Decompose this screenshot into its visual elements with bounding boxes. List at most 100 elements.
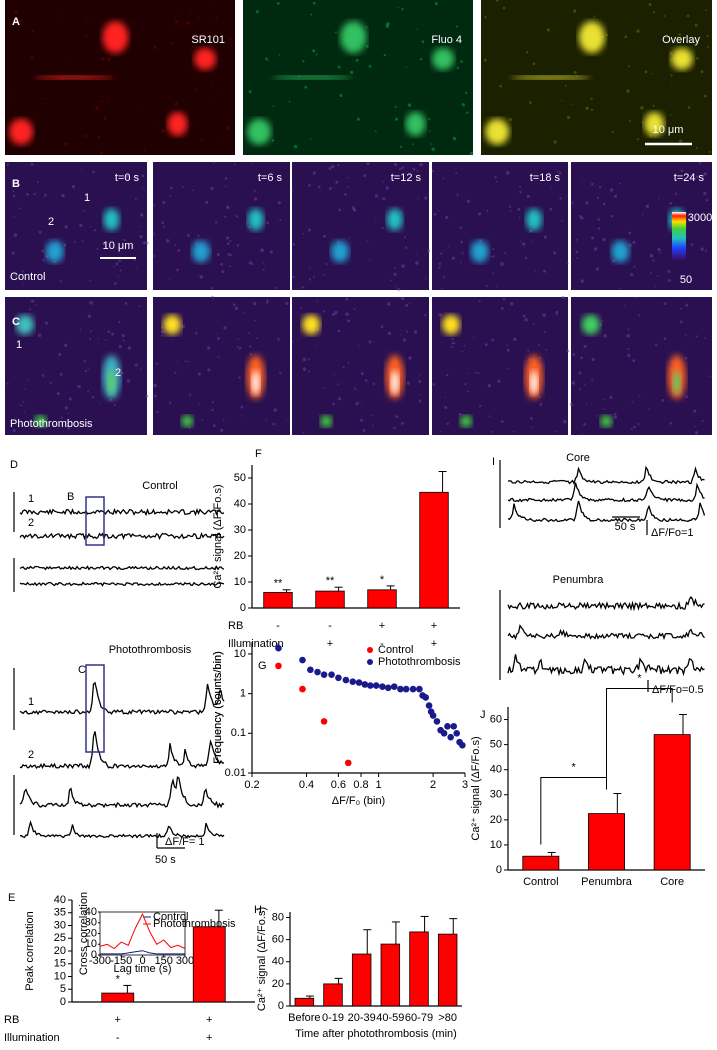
speckle: [555, 310, 559, 314]
speckle: [135, 106, 138, 109]
speckle: [630, 427, 633, 430]
speckle: [387, 331, 392, 336]
speckle: [538, 395, 541, 399]
condition-label: Photothrombosis: [109, 644, 192, 656]
speckle: [495, 180, 498, 183]
speckle: [169, 194, 172, 197]
speckle: [626, 334, 631, 338]
speckle: [543, 331, 546, 333]
colorbar-label: 3000: [688, 212, 712, 224]
y-tick-label: 0.01: [225, 767, 246, 779]
speckle: [613, 415, 618, 420]
speckle: [248, 90, 252, 94]
speckle: [395, 117, 399, 121]
y-axis-label: Frequency (counts/bin): [212, 651, 224, 764]
speckle: [490, 255, 493, 258]
speckle: [342, 366, 345, 369]
speckle: [382, 180, 385, 183]
cell: [330, 240, 349, 263]
speckle: [355, 401, 360, 406]
speckle: [492, 272, 495, 274]
y-tick-label: 10: [234, 576, 246, 588]
speckle: [561, 296, 565, 299]
speckle: [126, 379, 131, 383]
cell: [163, 314, 182, 335]
speckle: [198, 15, 201, 18]
speckle: [308, 184, 311, 187]
panel-letter: I: [492, 456, 495, 468]
y-tick-label: 0: [278, 1000, 284, 1012]
speckle: [189, 393, 192, 396]
speckle: [627, 65, 630, 68]
speckle: [224, 215, 227, 218]
speckle: [581, 177, 584, 179]
speckle: [496, 285, 498, 288]
speckle: [645, 204, 650, 209]
speckle: [401, 7, 404, 11]
speckle: [120, 380, 122, 383]
speckle: [484, 343, 488, 347]
speckle: [546, 28, 551, 32]
speckle: [519, 190, 522, 194]
speckle: [84, 370, 87, 373]
speckle: [704, 249, 708, 252]
speckle: [387, 302, 391, 306]
speckle: [695, 431, 699, 435]
speckle: [469, 151, 474, 156]
speckle: [338, 208, 342, 212]
speckle: [464, 91, 468, 95]
speckle: [368, 64, 372, 68]
speckle: [103, 116, 107, 120]
cell: [581, 314, 600, 335]
speckle: [337, 397, 342, 401]
speckle: [466, 111, 469, 114]
speckle: [656, 274, 659, 277]
speckle: [628, 231, 632, 235]
speckle: [603, 334, 607, 338]
micrograph: [432, 162, 568, 290]
speckle: [505, 171, 510, 175]
speckle: [445, 373, 449, 377]
speckle: [118, 277, 120, 279]
speckle: [153, 383, 157, 388]
speckle: [155, 362, 158, 365]
speckle: [492, 248, 495, 251]
speckle: [477, 372, 480, 375]
y-tick-label: 40: [54, 894, 66, 906]
speckle: [141, 186, 144, 189]
speckle: [460, 261, 462, 264]
speckle: [71, 185, 76, 189]
speckle: [156, 411, 159, 414]
speckle: [639, 394, 641, 397]
speckle: [483, 58, 487, 62]
speckle: [266, 301, 269, 304]
speckle: [591, 357, 595, 362]
speckle: [464, 382, 467, 386]
speckle: [695, 335, 698, 338]
speckle: [63, 243, 67, 247]
speckle: [234, 306, 239, 310]
speckle: [406, 381, 410, 385]
speckle: [537, 343, 540, 346]
speckle: [226, 207, 229, 210]
y-tick-label: 20: [490, 814, 502, 826]
speckle: [216, 333, 218, 335]
speckle: [440, 252, 443, 255]
y-tick-label: 20: [272, 978, 284, 990]
speckle: [499, 84, 503, 88]
speckle: [67, 412, 70, 415]
speckle: [195, 240, 198, 243]
speckle: [651, 72, 653, 75]
speckle: [310, 13, 313, 16]
speckle: [211, 401, 214, 404]
speckle: [251, 162, 254, 165]
cell: [15, 314, 34, 335]
speckle: [59, 373, 63, 376]
speckle: [669, 201, 673, 205]
cell: [485, 118, 510, 145]
y-tick-label: 60: [272, 934, 284, 946]
speckle: [548, 172, 551, 175]
micrograph: [571, 162, 712, 290]
speckle: [590, 108, 594, 112]
y-tick-label: 0: [496, 864, 502, 876]
